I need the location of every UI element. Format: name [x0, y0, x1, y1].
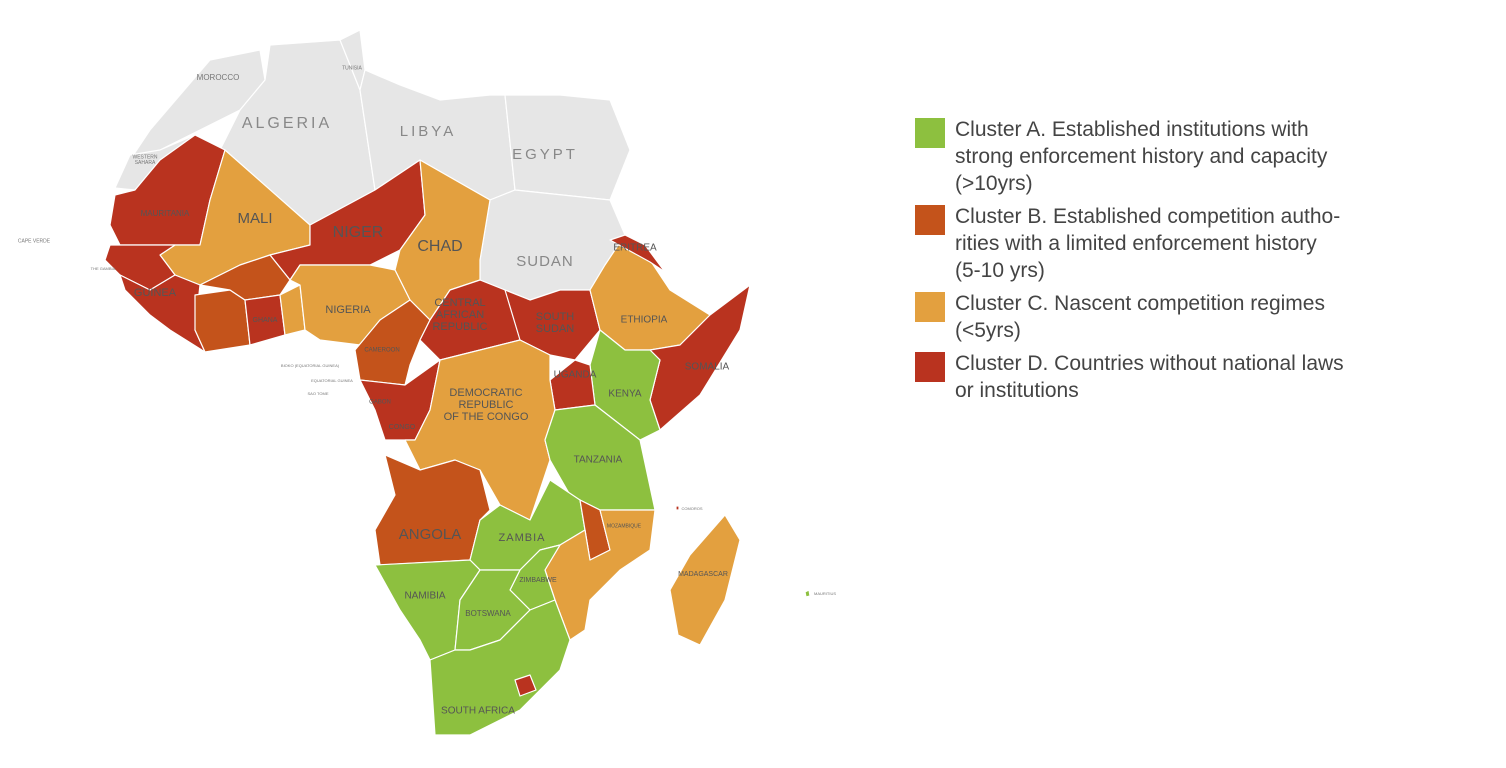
country-label: KENYA — [608, 389, 641, 400]
country — [669, 514, 741, 646]
country-label: UGANDA — [554, 370, 597, 381]
country — [289, 264, 411, 346]
country-labels: MOROCCO TUNISIA ALGERIA LIBYA EGYPT SUDAN WEST… — [18, 65, 836, 716]
country-label: SAHARA — [135, 160, 156, 166]
country-label: GABON — [369, 400, 391, 406]
country-label: ZAMBIA — [499, 532, 546, 544]
country-label: ZIMBABWE — [519, 577, 557, 584]
legend-swatch — [915, 292, 945, 322]
country-label: COMOROS — [681, 506, 702, 511]
country-label: CHAD — [417, 238, 462, 255]
legend-text: (5-10 yrs) — [955, 259, 1045, 282]
country — [194, 289, 251, 353]
legend-text: (>10yrs) — [955, 172, 1033, 195]
country-label: SOMALIA — [685, 362, 730, 373]
country-label: EGYPT — [512, 146, 578, 163]
country-label: BOTSWANA — [465, 609, 511, 618]
country-label: NIGER — [333, 224, 384, 241]
country-label: WESTERN — [133, 155, 158, 161]
country-label: MAURITANIA — [141, 209, 190, 218]
country-label: AFRICAN — [436, 309, 484, 321]
country — [675, 505, 680, 511]
country-label: ANGOLA — [399, 526, 462, 543]
country-label: ETHIOPIA — [621, 315, 668, 326]
country-label: CENTRAL — [434, 297, 485, 309]
legend-text: or institutions — [955, 379, 1079, 402]
country-label: NAMIBIA — [404, 591, 445, 602]
country-label: SUDAN — [536, 323, 575, 335]
legend-swatch — [915, 205, 945, 235]
country-label: THE GAMBIA — [91, 266, 116, 271]
country-label: OF THE CONGO — [444, 411, 529, 423]
map: MOROCCO TUNISIA ALGERIA LIBYA EGYPT SUDAN WEST… — [18, 29, 836, 736]
legend-item: Cluster C. Nascent competition regimes (<… — [915, 290, 1475, 344]
country-label: SUDAN — [516, 253, 574, 270]
country-label: SAO TOME — [308, 391, 329, 396]
country-label: MALI — [237, 210, 272, 227]
country-label: REPUBLIC — [458, 399, 513, 411]
country — [804, 589, 811, 598]
country-label: DEMOCRATIC — [449, 387, 522, 399]
country-label: EQUATORIAL GUINEA — [311, 378, 353, 383]
legend-text: (<5yrs) — [955, 319, 1021, 342]
country-label: TUNISIA — [342, 65, 362, 71]
country-label: REPUBLIC — [432, 321, 487, 333]
country — [199, 254, 291, 301]
country-label: CAMEROON — [364, 348, 399, 354]
country-label: MAURITIUS — [814, 591, 836, 596]
country-label: SOUTH — [536, 311, 575, 323]
legend-text: Cluster B. Established competition autho… — [955, 205, 1341, 228]
country-label: SOUTH AFRICA — [441, 706, 515, 717]
legend-item: Cluster A. Established institutions with… — [915, 116, 1475, 197]
country-label: CAPE VERDE — [18, 238, 51, 244]
legend-text: rities with a limited enforcement histor… — [955, 232, 1317, 255]
legend: Cluster A. Established institutions with… — [915, 116, 1475, 410]
country-label: ALGERIA — [242, 115, 332, 132]
legend-text: Cluster A. Established institutions with — [955, 118, 1309, 141]
country-label: TANZANIA — [574, 455, 623, 466]
country-label: MOZAMBIQUE — [607, 523, 642, 529]
country-label: LIBYA — [400, 123, 456, 140]
country-label: MADAGASCAR — [678, 571, 728, 578]
country — [514, 674, 537, 697]
country-label: MOROCCO — [197, 73, 240, 82]
legend-item: Cluster B. Established competition autho… — [915, 203, 1475, 284]
legend-swatch — [915, 352, 945, 382]
legend-text: strong enforcement history and capacity — [955, 145, 1328, 168]
countries — [104, 29, 811, 736]
country — [549, 359, 596, 411]
country — [429, 599, 571, 736]
country-label: GHANA — [253, 317, 278, 324]
country-label: CONGO — [389, 424, 416, 431]
legend-swatch — [915, 118, 945, 148]
legend-text: Cluster C. Nascent competition regimes — [955, 292, 1325, 315]
country-label: NIGERIA — [325, 304, 371, 316]
country-label: GUINEA — [134, 287, 177, 299]
country-label: ERITREA — [613, 243, 657, 254]
legend-item: Cluster D. Countries without national la… — [915, 350, 1475, 404]
country — [609, 234, 666, 273]
legend-text: Cluster D. Countries without national la… — [955, 352, 1344, 375]
country-label: BIOKO (EQUATORIAL GUINEA) — [281, 363, 340, 368]
